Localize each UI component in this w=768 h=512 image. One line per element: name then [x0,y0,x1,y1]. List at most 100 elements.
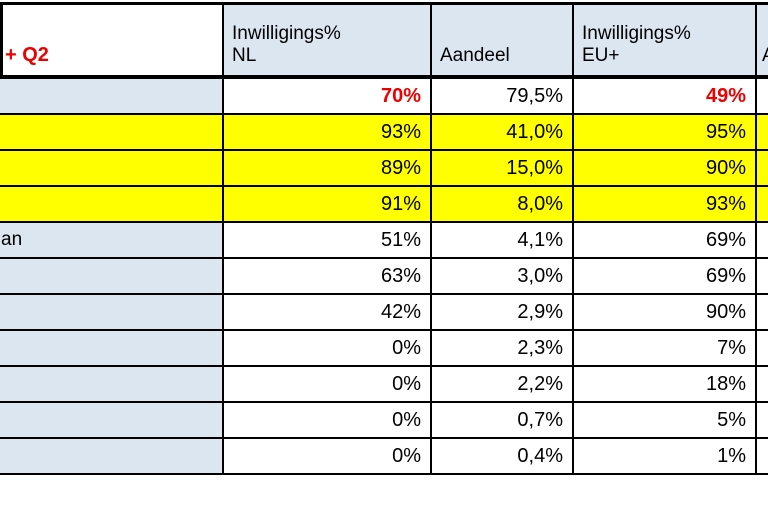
aandeel-value: 3,0% [517,264,563,287]
inwilligings-nl-value-cell[interactable]: 42% [224,295,430,329]
inwilligings-eu-value: 69% [705,264,746,287]
inwilligings-eu-value-cell[interactable]: 1% [574,439,755,473]
inwilligings-eu-value-cell[interactable]: 49% [574,79,755,113]
inwilligings-eu-value: 5% [717,408,746,431]
inwilligings-nl-value: 51% [380,228,421,251]
inwilligings-nl-value: 42% [380,300,421,323]
inwilligings-nl-value-cell[interactable]: 89% [224,151,430,185]
header-inwilligings-eu-cell[interactable]: Inwilligings% EU+ [574,5,755,77]
inwilligings-eu-value: 1% [717,444,746,467]
inwilligings-nl-value-cell[interactable]: 91% [224,187,430,221]
row-label-cell[interactable]: an [0,223,222,257]
inwilligings-nl-value-cell[interactable]: 0% [224,367,430,401]
aandeel-value-cell[interactable]: 2,2% [432,367,572,401]
inwilligings-nl-value: 0% [392,336,421,359]
inwilligings-nl-value: 63% [380,264,421,287]
aandeel-value: 0,4% [517,444,563,467]
aandeel-value: 0,7% [517,408,563,431]
header-inwilligings-nl-cell[interactable]: Inwilligings% NL [224,5,430,77]
aandeel-value-cell[interactable]: 4,1% [432,223,572,257]
clipped-column-cell[interactable] [757,439,768,473]
inwilligings-nl-value: 93% [380,120,421,143]
inwilligings-eu-value-cell[interactable]: 90% [574,151,755,185]
row-label-cell[interactable] [0,367,222,401]
clipped-column-cell[interactable] [757,151,768,185]
inwilligings-eu-value-cell[interactable]: 90% [574,295,755,329]
inwilligings-eu-value: 95% [705,120,746,143]
header-inwilligings-eu-line1: Inwilligings% [582,23,691,44]
inwilligings-nl-value: 70% [380,84,421,107]
inwilligings-nl-value: 89% [380,156,421,179]
aandeel-value: 8,0% [517,192,563,215]
aandeel-value: 2,2% [517,372,563,395]
aandeel-value: 79,5% [506,84,563,107]
aandeel-value-cell[interactable]: 3,0% [432,259,572,293]
inwilligings-nl-value-cell[interactable]: 93% [224,115,430,149]
inwilligings-nl-value-cell[interactable]: 51% [224,223,430,257]
aandeel-value: 2,3% [517,336,563,359]
inwilligings-eu-value-cell[interactable]: 69% [574,223,755,257]
aandeel-value-cell[interactable]: 8,0% [432,187,572,221]
inwilligings-eu-value: 7% [717,336,746,359]
header-clipped-column-cell[interactable]: A [757,5,768,77]
aandeel-value-cell[interactable]: 0,7% [432,403,572,437]
inwilligings-nl-value: 0% [392,444,421,467]
row-label-cell[interactable] [0,187,222,221]
clipped-column-cell[interactable] [757,223,768,257]
inwilligings-nl-value-cell[interactable]: 0% [224,439,430,473]
inwilligings-eu-value-cell[interactable]: 69% [574,259,755,293]
aandeel-value-cell[interactable]: 79,5% [432,79,572,113]
row-label-cell[interactable] [0,439,222,473]
header-period-fragment: + Q2 [5,44,49,66]
clipped-column-cell[interactable] [757,259,768,293]
aandeel-value: 4,1% [517,228,563,251]
inwilligings-eu-value-cell[interactable]: 93% [574,187,755,221]
header-inwilligings-nl-line2: NL [232,45,257,66]
aandeel-value: 41,0% [506,120,563,143]
aandeel-value: 15,0% [506,156,563,179]
clipped-column-cell[interactable] [757,331,768,365]
inwilligings-eu-value: 18% [705,372,746,395]
inwilligings-eu-value: 90% [705,156,746,179]
row-label-cell[interactable] [0,79,222,113]
header-inwilligings-nl-line1: Inwilligings% [232,23,341,44]
inwilligings-eu-value: 90% [705,300,746,323]
header-period-cell[interactable]: + Q2 [0,5,222,77]
clipped-column-cell[interactable] [757,187,768,221]
aandeel-value-cell[interactable]: 2,3% [432,331,572,365]
header-clipped-fragment: A [762,45,768,67]
inwilligings-eu-value-cell[interactable]: 5% [574,403,755,437]
aandeel-value-cell[interactable]: 41,0% [432,115,572,149]
clipped-column-cell[interactable] [757,295,768,329]
inwilligings-eu-value: 93% [705,192,746,215]
inwilligings-nl-value-cell[interactable]: 70% [224,79,430,113]
aandeel-value-cell[interactable]: 2,9% [432,295,572,329]
spreadsheet-table: + Q2 Inwilligings% NL Aandeel Inwilligin… [0,2,768,475]
header-aandeel-label: Aandeel [440,45,510,66]
row-label-cell[interactable] [0,403,222,437]
clipped-column-cell[interactable] [757,403,768,437]
row-label-cell[interactable] [0,259,222,293]
row-label-cell[interactable] [0,331,222,365]
inwilligings-eu-value-cell[interactable]: 7% [574,331,755,365]
clipped-column-cell[interactable] [757,79,768,113]
inwilligings-eu-value-cell[interactable]: 18% [574,367,755,401]
inwilligings-eu-value: 49% [705,84,746,107]
inwilligings-nl-value: 0% [392,408,421,431]
row-label-cell[interactable] [0,295,222,329]
inwilligings-nl-value-cell[interactable]: 0% [224,403,430,437]
aandeel-value-cell[interactable]: 15,0% [432,151,572,185]
inwilligings-nl-value-cell[interactable]: 63% [224,259,430,293]
clipped-column-cell[interactable] [757,367,768,401]
aandeel-value-cell[interactable]: 0,4% [432,439,572,473]
clipped-column-cell[interactable] [757,115,768,149]
row-label-cell[interactable] [0,115,222,149]
inwilligings-nl-value-cell[interactable]: 0% [224,331,430,365]
inwilligings-nl-value: 91% [380,192,421,215]
inwilligings-eu-value-cell[interactable]: 95% [574,115,755,149]
header-aandeel-cell[interactable]: Aandeel [432,5,572,77]
inwilligings-eu-value: 69% [705,228,746,251]
inwilligings-nl-value: 0% [392,372,421,395]
row-label-cell[interactable] [0,151,222,185]
aandeel-value: 2,9% [517,300,563,323]
